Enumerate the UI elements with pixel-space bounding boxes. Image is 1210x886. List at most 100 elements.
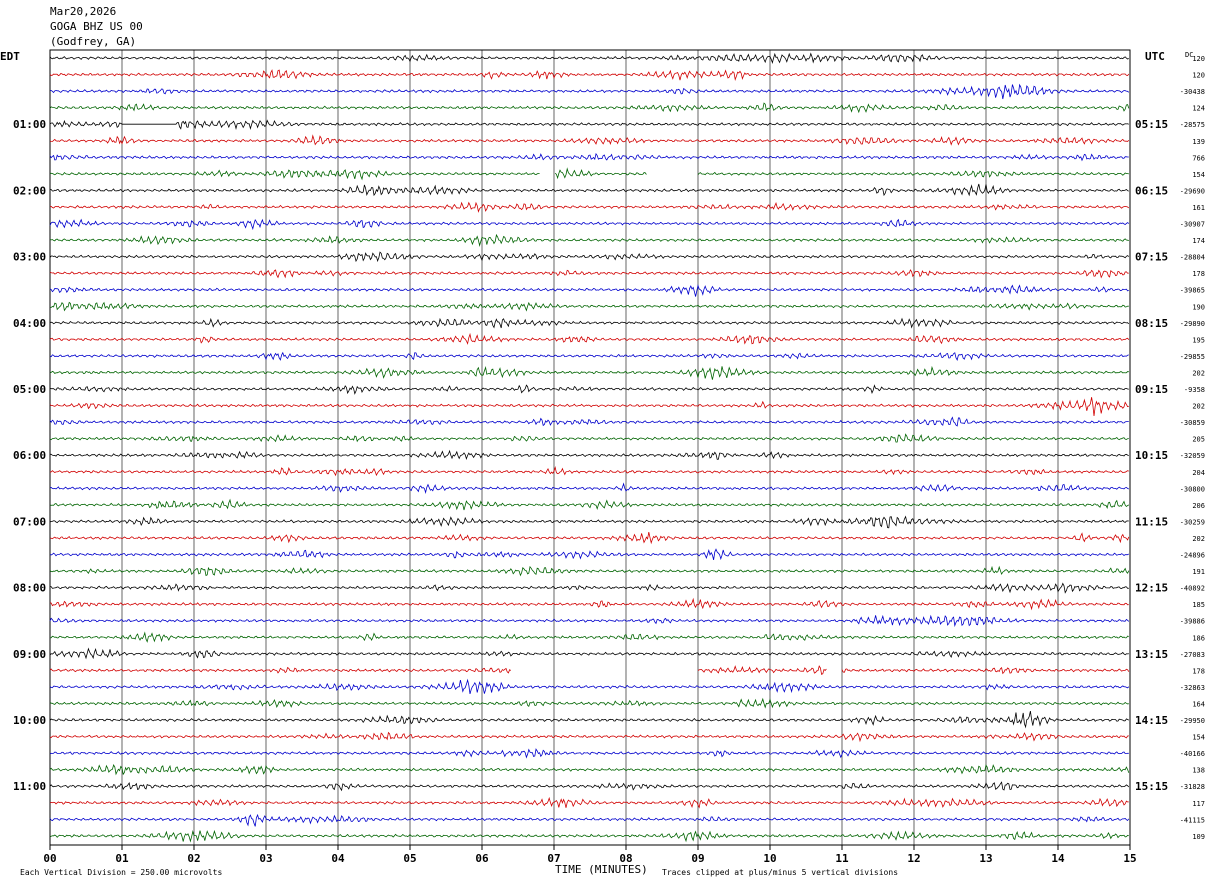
seismic-trace (49, 365, 1129, 380)
x-axis-label: TIME (MINUTES) (555, 863, 648, 876)
seismic-trace (49, 781, 1130, 792)
dc-value: -30859 (1180, 419, 1205, 427)
tz-right-label: UTC (1145, 50, 1165, 63)
dc-value: -29950 (1180, 717, 1205, 725)
station-label: GOGA BHZ US 00 (50, 20, 143, 33)
seismic-trace (49, 665, 1130, 676)
dc-value: -41115 (1180, 816, 1205, 824)
x-tick-label: 05 (403, 852, 416, 865)
dc-value: -39886 (1180, 618, 1205, 626)
utc-hour-label: 10:15 (1135, 449, 1168, 462)
seismic-trace (49, 548, 1130, 561)
seismic-trace (49, 433, 1129, 443)
utc-hour-label: 08:15 (1135, 317, 1168, 330)
utc-hour-label: 11:15 (1135, 515, 1168, 528)
seismic-trace (49, 748, 1129, 759)
dc-value: -29690 (1180, 187, 1205, 195)
dc-value: 204 (1192, 469, 1205, 477)
seismic-trace (49, 697, 1129, 709)
edt-hour-label: 03:00 (13, 251, 46, 264)
utc-hour-label: 07:15 (1135, 251, 1168, 264)
seismic-trace (49, 201, 1130, 213)
x-tick-label: 06 (475, 852, 489, 865)
dc-value: 120 (1192, 72, 1205, 80)
seismic-trace (50, 167, 1129, 181)
edt-hour-label: 09:00 (13, 648, 46, 661)
tz-left-label: EDT (0, 50, 20, 63)
dc-value: -28804 (1180, 254, 1205, 262)
seismic-trace (49, 763, 1130, 776)
dc-value: 139 (1192, 138, 1205, 146)
seismic-trace (49, 332, 1130, 345)
dc-value: -29890 (1180, 320, 1205, 328)
dc-value: -29855 (1180, 353, 1205, 361)
dc-value: 190 (1192, 303, 1205, 311)
edt-hour-label: 08:00 (13, 582, 46, 595)
seismic-trace (49, 631, 1129, 643)
dc-value: 174 (1192, 237, 1205, 245)
dc-value: 202 (1192, 535, 1205, 543)
dc-value: -40892 (1180, 585, 1205, 593)
seismic-trace (49, 532, 1130, 545)
x-tick-label: 04 (331, 852, 345, 865)
dc-value: 766 (1192, 154, 1205, 162)
seismic-trace (49, 218, 1130, 231)
dc-value: 185 (1192, 601, 1205, 609)
plot-frame (49, 49, 1131, 846)
dc-value: 154 (1192, 734, 1205, 742)
x-tick-label: 07 (547, 852, 560, 865)
edt-hour-label: 05:00 (13, 383, 46, 396)
dc-value: 205 (1192, 436, 1205, 444)
dc-value: 195 (1192, 336, 1205, 344)
seismic-trace (49, 597, 1129, 611)
scale-note: Each Vertical Division = 250.00 microvol… (20, 868, 222, 877)
seismic-trace (49, 134, 1130, 146)
x-tick-label: 10 (763, 852, 776, 865)
clip-note: Traces clipped at plus/minus 5 vertical … (662, 868, 898, 877)
dc-value: 154 (1192, 171, 1205, 179)
seismic-trace (49, 482, 1129, 495)
dc-value: -30438 (1180, 88, 1205, 96)
x-tick-label: 01 (115, 852, 129, 865)
dc-value: 202 (1192, 369, 1205, 377)
seismic-trace (49, 269, 1129, 279)
seismic-trace (49, 102, 1130, 114)
dc-value: -30907 (1180, 221, 1205, 229)
seismic-trace (49, 416, 1129, 427)
seismic-trace (49, 69, 1130, 82)
seismic-trace (49, 678, 1130, 695)
seismic-trace (49, 565, 1130, 577)
edt-hour-label: 04:00 (13, 317, 46, 330)
edt-hour-label: 06:00 (13, 449, 46, 462)
dc-value: 202 (1192, 403, 1205, 411)
dc-value: -32059 (1180, 452, 1205, 460)
seismic-trace (49, 183, 1129, 197)
edt-hour-label: 07:00 (13, 515, 46, 528)
dc-value: -28575 (1180, 121, 1205, 129)
edt-hour-label: 11:00 (13, 780, 46, 793)
seismic-trace (49, 119, 1129, 130)
edt-hour-label: 01:00 (13, 118, 46, 131)
seismic-trace (49, 397, 1129, 416)
x-tick-label: 09 (691, 852, 704, 865)
seismic-trace (49, 301, 1129, 312)
dc-value: 186 (1192, 634, 1205, 642)
date-label: Mar20,2026 (50, 5, 116, 18)
seismic-trace (49, 284, 1129, 297)
seismic-trace (49, 515, 1129, 529)
trace-group (49, 52, 1130, 843)
seismic-trace (49, 731, 1129, 743)
x-tick-label: 03 (259, 852, 272, 865)
seismic-trace (49, 384, 1129, 395)
x-tick-label: 14 (1051, 852, 1065, 865)
plot-grid (49, 49, 1131, 846)
dc-value: 206 (1192, 502, 1205, 510)
seismic-trace (50, 449, 1129, 460)
dc-value: 178 (1192, 667, 1205, 675)
seismic-trace (49, 351, 1129, 361)
utc-hour-label: 06:15 (1135, 184, 1168, 197)
x-tick-label: 02 (187, 852, 200, 865)
dc-value: 164 (1192, 700, 1205, 708)
seismic-trace (49, 711, 1129, 729)
